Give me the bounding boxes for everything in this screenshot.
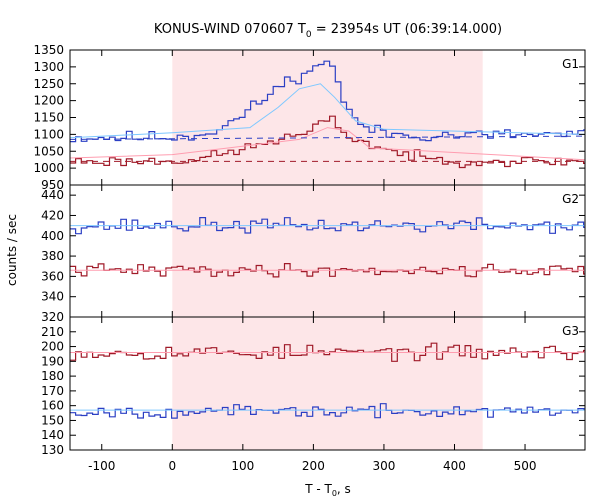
y-tick-label: 180: [41, 369, 64, 383]
x-tick-label: 500: [514, 459, 537, 473]
highlight-interval: [172, 50, 483, 185]
panel-data: [70, 60, 585, 169]
y-tick-label: 200: [41, 340, 64, 354]
x-tick-label: 100: [231, 459, 254, 473]
y-tick-label: 420: [41, 208, 64, 222]
fit-blue-dashed: [70, 135, 585, 140]
y-tick-label: 950: [41, 178, 64, 192]
fit-light_blue-solid: [70, 83, 585, 139]
series-blue-histogram: [70, 217, 585, 235]
y-tick-label: 1150: [33, 111, 64, 125]
y-axis-label: counts / sec: [5, 214, 19, 286]
panel-label: G3: [562, 324, 579, 338]
y-tick-label: 170: [41, 384, 64, 398]
y-tick-label: 1000: [33, 161, 64, 175]
x-tick-label: 300: [372, 459, 395, 473]
y-tick-label: 1200: [33, 94, 64, 108]
y-tick-label: 210: [41, 325, 64, 339]
x-axis-label-subscript: 0: [332, 489, 337, 498]
highlight-interval: [172, 185, 483, 317]
y-tick-label: 380: [41, 249, 64, 263]
panel-g2: 320 340 360 380 400 420 440 G2: [41, 184, 586, 324]
y-tick-label: 440: [41, 188, 64, 202]
x-axis-label-main: T - T: [304, 482, 332, 496]
highlight-interval: [172, 317, 483, 450]
y-tick-label: 1300: [33, 60, 64, 74]
x-axis-label: T - T0, s: [304, 482, 351, 498]
y-tick-label: 1350: [33, 43, 64, 57]
y-tick-label: 1050: [33, 144, 64, 158]
series-red-histogram: [70, 115, 585, 169]
y-tick-label: 400: [41, 229, 64, 243]
y-tick-label: 360: [41, 269, 64, 283]
y-tick-label: 340: [41, 290, 64, 304]
fit-pink-solid: [70, 127, 585, 161]
panel-g1: 950 1000 1050 1100 1150 1200 1250 1300 1350 G1: [33, 43, 586, 192]
x-tick-label: 200: [302, 459, 325, 473]
chart-title-main: KONUS-WIND 070607 T: [154, 22, 306, 37]
panel-label: G2: [562, 192, 579, 206]
chart-title-tail: = 23954s UT (06:39:14.000): [312, 22, 502, 37]
y-tick-label: 320: [41, 310, 64, 324]
series-red-histogram: [70, 342, 585, 362]
x-axis-label-tail: , s: [337, 482, 351, 496]
y-tick-label: 1250: [33, 77, 64, 91]
y-tick-label: 1100: [33, 127, 64, 141]
series-blue-histogram: [70, 60, 585, 143]
plot-area: 95010001050110011501200125013001350G1320…: [33, 43, 586, 473]
panel-data: [70, 217, 585, 278]
y-tick-label: 140: [41, 428, 64, 442]
chart-title-subscript: 0: [306, 30, 312, 40]
panel-data: [70, 342, 585, 419]
panel-label: G1: [562, 57, 579, 71]
y-tick-label: 160: [41, 399, 64, 413]
panel-frame: [69, 316, 586, 451]
y-tick-label: 150: [41, 413, 64, 427]
y-tick-label: 130: [41, 443, 64, 457]
chart-title: KONUS-WIND 070607 T0 = 23954s UT (06:39:…: [154, 22, 502, 40]
series-red-histogram: [70, 263, 585, 278]
x-tick-label: -100: [88, 459, 115, 473]
x-tick-label: 0: [168, 459, 176, 473]
y-tick-label: 190: [41, 354, 64, 368]
x-tick-label: 400: [443, 459, 466, 473]
